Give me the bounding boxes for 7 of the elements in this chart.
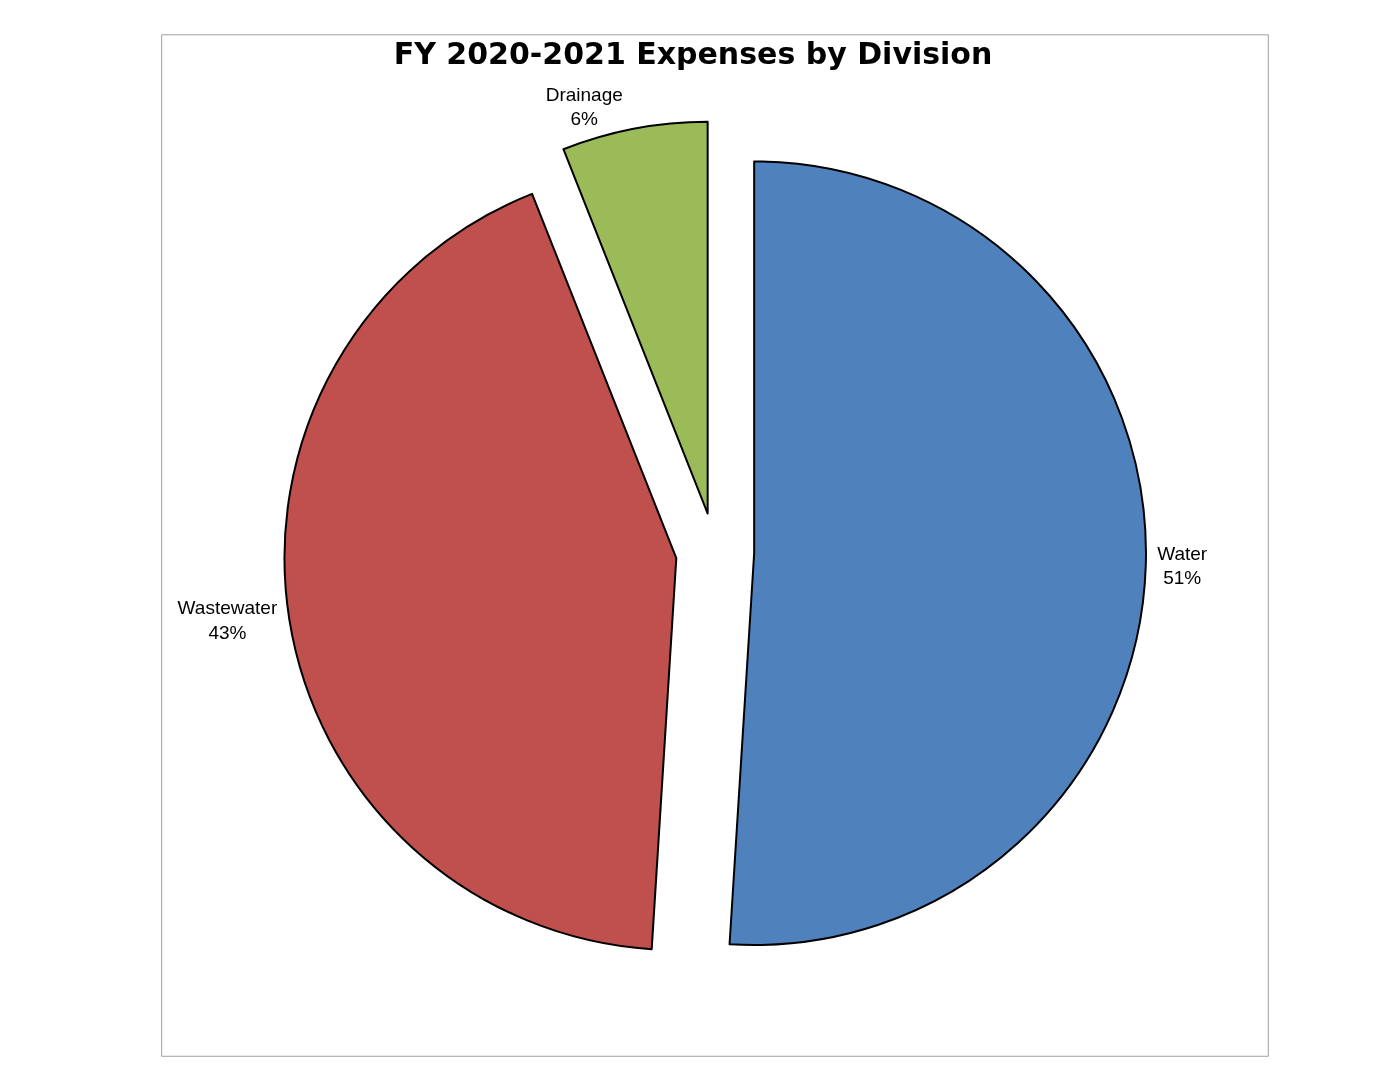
slice-label: Water <box>1157 542 1208 564</box>
data-label: 51% <box>1163 567 1202 589</box>
slice-label: Wastewater <box>177 597 278 619</box>
slice-label: Drainage <box>545 83 623 105</box>
data-label: 6% <box>570 108 599 130</box>
chart-title: FY 2020-2021 Expenses by Division <box>393 35 993 71</box>
data-label: 43% <box>208 621 247 643</box>
